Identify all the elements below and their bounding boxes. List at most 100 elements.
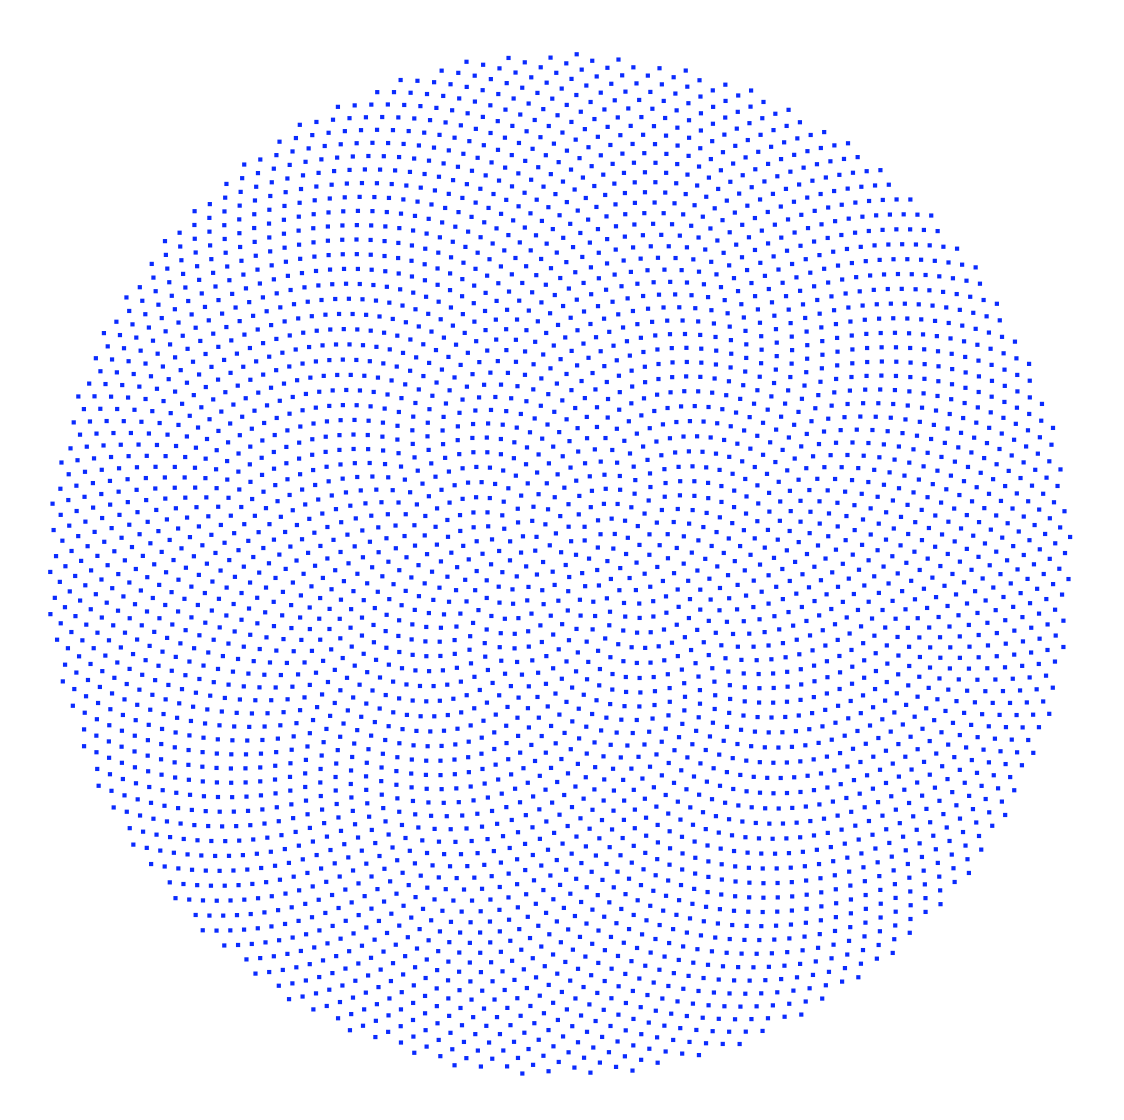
spiral-point	[551, 897, 556, 902]
spiral-point	[834, 901, 839, 906]
spiral-point	[522, 225, 527, 230]
spiral-point	[984, 314, 989, 319]
spiral-point	[761, 99, 766, 105]
spiral-point	[338, 828, 344, 833]
spiral-point	[862, 805, 867, 810]
spiral-point	[995, 786, 1001, 791]
spiral-point	[682, 694, 688, 699]
spiral-point	[784, 248, 790, 253]
spiral-point	[291, 734, 296, 739]
spiral-point	[707, 576, 712, 581]
spiral-point	[907, 875, 912, 880]
spiral-point	[220, 311, 225, 316]
spiral-point	[593, 335, 599, 340]
spiral-point	[411, 1034, 416, 1039]
spiral-point	[427, 407, 432, 412]
spiral-point	[509, 272, 514, 277]
spiral-point	[619, 717, 624, 722]
spiral-point	[862, 879, 867, 884]
spiral-point	[471, 301, 476, 306]
spiral-point	[553, 741, 558, 746]
spiral-point	[867, 723, 873, 728]
spiral-point	[703, 747, 708, 753]
spiral-point	[242, 332, 247, 337]
spiral-point	[145, 575, 150, 580]
spiral-point	[779, 414, 784, 419]
spiral-point	[891, 868, 896, 873]
spiral-point	[531, 362, 536, 367]
spiral-point	[866, 479, 871, 485]
spiral-point	[739, 951, 744, 956]
spiral-point	[813, 406, 818, 411]
spiral-point	[583, 954, 588, 959]
spiral-point	[546, 205, 551, 210]
spiral-point	[775, 537, 780, 542]
spiral-point	[182, 596, 187, 601]
spiral-point	[766, 643, 771, 648]
spiral-point	[418, 185, 423, 190]
spiral-point	[783, 294, 789, 299]
spiral-point	[679, 834, 685, 839]
spiral-point	[540, 559, 546, 565]
spiral-point	[805, 149, 810, 154]
spiral-point	[343, 490, 349, 495]
spiral-point	[489, 537, 495, 542]
spiral-point	[575, 650, 580, 655]
spiral-point	[638, 690, 643, 695]
spiral-point	[528, 211, 533, 216]
spiral-point	[633, 587, 638, 593]
spiral-point	[183, 495, 188, 500]
spiral-point	[360, 555, 366, 560]
spiral-point	[846, 305, 851, 310]
spiral-point	[1001, 351, 1006, 356]
spiral-point	[224, 585, 229, 590]
spiral-point	[594, 74, 599, 79]
spiral-point	[657, 66, 662, 71]
spiral-point	[464, 59, 469, 64]
spiral-point	[518, 1013, 523, 1018]
spiral-point	[391, 90, 397, 95]
spiral-point	[439, 487, 444, 492]
spiral-point	[642, 364, 647, 369]
spiral-point	[529, 742, 534, 748]
spiral-point	[949, 351, 954, 356]
spiral-point	[390, 128, 396, 133]
spiral-point	[858, 624, 864, 629]
spiral-point	[889, 854, 894, 859]
spiral-point	[692, 403, 697, 409]
spiral-point	[300, 408, 305, 413]
spiral-point	[329, 892, 335, 898]
spiral-point	[489, 960, 494, 965]
spiral-point	[365, 581, 370, 586]
spiral-point	[1029, 483, 1035, 488]
spiral-point	[386, 475, 391, 480]
spiral-point	[453, 342, 459, 347]
spiral-point	[326, 252, 331, 258]
spiral-point	[858, 414, 863, 419]
spiral-point	[631, 843, 636, 848]
spiral-point	[504, 348, 509, 353]
spiral-point	[470, 435, 475, 441]
spiral-point	[184, 380, 190, 385]
spiral-point	[963, 354, 968, 360]
spiral-point	[416, 594, 422, 599]
spiral-point	[466, 557, 471, 562]
spiral-point	[777, 627, 782, 632]
spiral-point	[67, 589, 72, 594]
spiral-point	[265, 711, 270, 716]
spiral-point	[220, 824, 225, 829]
spiral-point	[906, 644, 912, 649]
spiral-point	[469, 168, 475, 173]
spiral-point	[575, 328, 580, 333]
spiral-point	[455, 565, 460, 570]
spiral-point	[665, 405, 670, 411]
spiral-point	[843, 291, 848, 296]
spiral-point	[386, 724, 391, 729]
spiral-point	[590, 58, 595, 63]
spiral-point	[509, 772, 514, 777]
spiral-point	[679, 768, 684, 773]
spiral-point	[133, 781, 139, 786]
spiral-point	[317, 974, 322, 980]
spiral-point	[755, 483, 760, 488]
spiral-point	[942, 583, 947, 588]
